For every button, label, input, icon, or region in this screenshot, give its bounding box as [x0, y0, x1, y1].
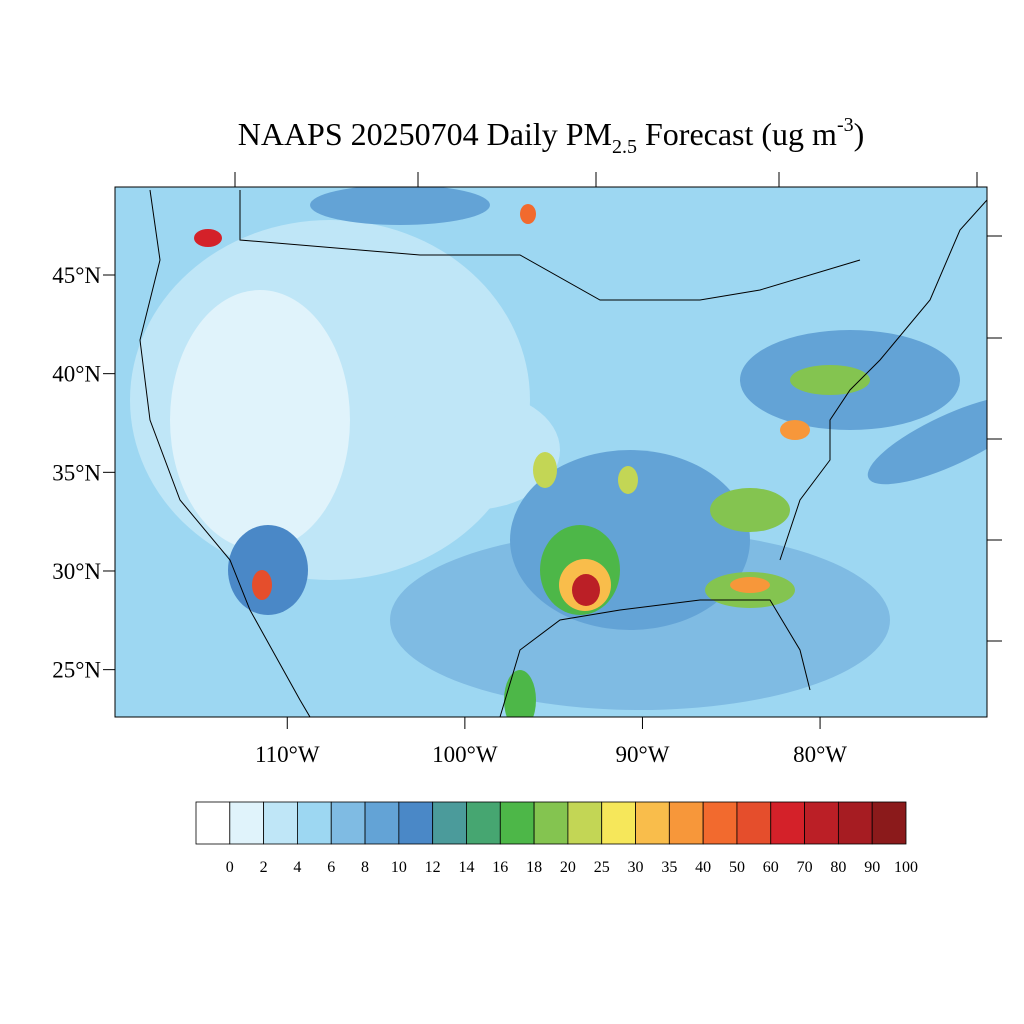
- field-patch: [520, 204, 536, 224]
- lat-tick-label: 40°N: [52, 362, 101, 387]
- field-patch: [194, 229, 222, 247]
- color-box: [195, 801, 231, 845]
- field-patch: [790, 365, 870, 395]
- coastline: [139, 189, 987, 717]
- color-box: [804, 801, 839, 845]
- field-patch: [380, 390, 560, 510]
- field-patch: [867, 395, 987, 485]
- color-box: [837, 801, 873, 845]
- color-box: [398, 801, 434, 845]
- frame-ticks: [234, 172, 1002, 642]
- colorbar-label: 30: [628, 859, 644, 876]
- colorbar-label: 10: [391, 859, 407, 876]
- field-patch: [310, 187, 490, 225]
- colorbar-label: 4: [293, 859, 301, 876]
- field-patch: [618, 466, 638, 494]
- color-box: [432, 801, 467, 845]
- title: NAAPS 20250704 Daily PM2.5 Forecast (ug …: [238, 114, 865, 158]
- map-frame: [114, 186, 988, 718]
- lat-tick-label: 35°N: [52, 460, 101, 485]
- colorbar-label: 18: [526, 859, 542, 876]
- colorbar-label: 8: [361, 859, 369, 876]
- field-patch: [170, 290, 350, 550]
- color-box: [364, 801, 400, 845]
- color-box: [770, 801, 805, 845]
- colorbar-label: 35: [661, 859, 677, 876]
- title-mid: Forecast (ug m: [637, 116, 837, 152]
- color-box: [499, 801, 535, 845]
- colorbar-label: 90: [864, 859, 880, 876]
- color-box: [702, 801, 738, 845]
- colorbar-label: 60: [763, 859, 779, 876]
- title-sub: 2.5: [612, 136, 637, 158]
- colorbar-label: 12: [425, 859, 441, 876]
- colorbar-label: 16: [492, 859, 508, 876]
- color-box: [736, 801, 772, 845]
- lon-tick-label: 90°W: [616, 742, 670, 767]
- color-box: [567, 801, 603, 845]
- lon-tick-label: 100°W: [432, 742, 498, 767]
- field-patch: [252, 570, 272, 600]
- title-end: ): [854, 116, 865, 152]
- colorbar-label: 6: [327, 859, 335, 876]
- color-box: [533, 801, 569, 845]
- field-patch: [228, 525, 308, 615]
- colorbar-label: 25: [594, 859, 610, 876]
- field-patch: [533, 452, 557, 488]
- colorbar-label: 70: [797, 859, 813, 876]
- color-box: [229, 801, 265, 845]
- color-box: [601, 801, 636, 845]
- colorbar-label: 2: [260, 859, 268, 876]
- field-patch: [730, 577, 770, 593]
- field-patch: [572, 574, 600, 606]
- field-patch: [710, 488, 790, 532]
- title-sup: -3: [837, 114, 854, 136]
- title-main: NAAPS 20250704 Daily PM: [238, 116, 612, 152]
- colorbar-label: 0: [226, 859, 234, 876]
- lat-tick-label: 45°N: [52, 263, 101, 288]
- color-box: [330, 801, 366, 845]
- lon-tick-label: 80°W: [793, 742, 847, 767]
- colorbar-label: 50: [729, 859, 745, 876]
- lat-tick-label: 30°N: [52, 559, 101, 584]
- colorbar-label: 20: [560, 859, 576, 876]
- map-field: [114, 172, 1002, 718]
- color-box: [635, 801, 670, 845]
- color-box: [263, 801, 298, 845]
- lon-tick-label: 110°W: [255, 742, 320, 767]
- field-patch: [780, 420, 810, 440]
- color-box: [871, 801, 907, 845]
- color-box: [466, 801, 501, 845]
- field-patch: [504, 670, 536, 717]
- colorbar-label: 80: [830, 859, 846, 876]
- colorbar-label: 40: [695, 859, 711, 876]
- color-box: [297, 801, 332, 845]
- colorbar-label: 100: [894, 859, 918, 876]
- colorbar-label: 14: [458, 859, 474, 876]
- lat-tick-label: 25°N: [52, 658, 101, 683]
- color-box: [668, 801, 704, 845]
